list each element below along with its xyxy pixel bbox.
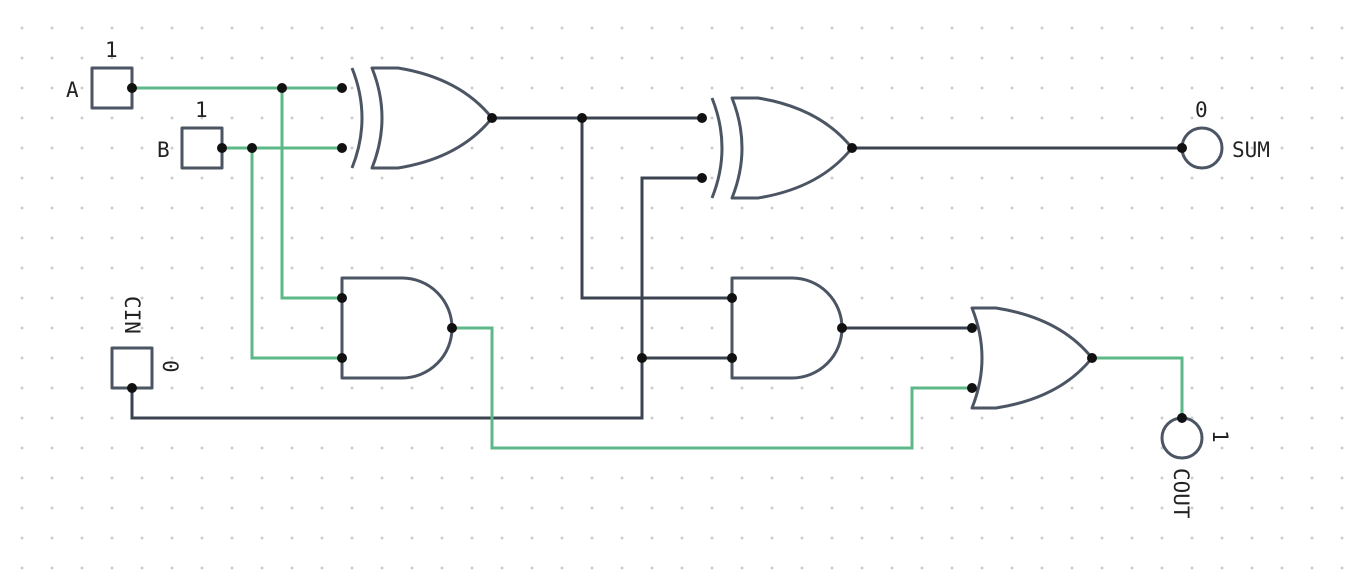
- pin-dot: [487, 113, 497, 123]
- pin-dot: [577, 113, 587, 123]
- pin-dot: [837, 323, 847, 333]
- input-a-label: A: [66, 78, 79, 102]
- input-b-switch[interactable]: [180, 126, 224, 170]
- input-a-switch[interactable]: [90, 66, 134, 110]
- and-gate-1[interactable]: [340, 276, 454, 380]
- wire-cin-bus[interactable]: [130, 176, 704, 420]
- input-b-value: 1: [195, 98, 208, 122]
- pin-dot: [847, 143, 857, 153]
- input-a-value: 1: [105, 38, 118, 62]
- pin-dot: [967, 383, 977, 393]
- pin-dot: [337, 293, 347, 303]
- pin-dot: [337, 143, 347, 153]
- output-cout-lamp[interactable]: [1160, 416, 1204, 460]
- pin-dot: [727, 293, 737, 303]
- input-cin-value: 0: [158, 360, 182, 373]
- output-cout-label: COUT: [1169, 468, 1193, 519]
- xor-gate-1[interactable]: [350, 66, 494, 170]
- pin-dot: [637, 353, 647, 363]
- and-gate-2[interactable]: [730, 276, 844, 380]
- pin-dot: [247, 143, 257, 153]
- pin-dot: [697, 173, 707, 183]
- output-sum-lamp[interactable]: [1180, 126, 1224, 170]
- junction-dots: [127, 83, 1187, 423]
- wire-b-to-and1[interactable]: [250, 146, 344, 360]
- pin-dot: [447, 323, 457, 333]
- wire-a-to-and1[interactable]: [280, 86, 344, 300]
- wire-or-to-cout[interactable]: [1090, 356, 1184, 420]
- input-cin-switch[interactable]: [110, 346, 154, 390]
- pin-dot: [1087, 353, 1097, 363]
- pin-dot: [1177, 143, 1187, 153]
- wire-and1-to-or[interactable]: [450, 326, 974, 450]
- or-gate[interactable]: [970, 306, 1094, 410]
- pin-dot: [337, 353, 347, 363]
- output-sum-value: 0: [1195, 98, 1208, 122]
- pin-dot: [337, 83, 347, 93]
- pin-dot: [127, 383, 137, 393]
- pin-dot: [697, 113, 707, 123]
- input-cin-label: CIN: [120, 296, 144, 334]
- pin-dot: [217, 143, 227, 153]
- pin-dot: [727, 353, 737, 363]
- output-sum-label: SUM: [1232, 138, 1270, 162]
- xor-gate-2[interactable]: [710, 96, 854, 200]
- wire-xor1-to-and2[interactable]: [580, 116, 734, 300]
- pin-dot: [967, 323, 977, 333]
- wires: [130, 86, 1184, 450]
- input-b-label: B: [157, 138, 170, 162]
- output-cout-value: 1: [1208, 430, 1232, 443]
- pin-dot: [127, 83, 137, 93]
- pin-dot: [277, 83, 287, 93]
- pin-dot: [1177, 413, 1187, 423]
